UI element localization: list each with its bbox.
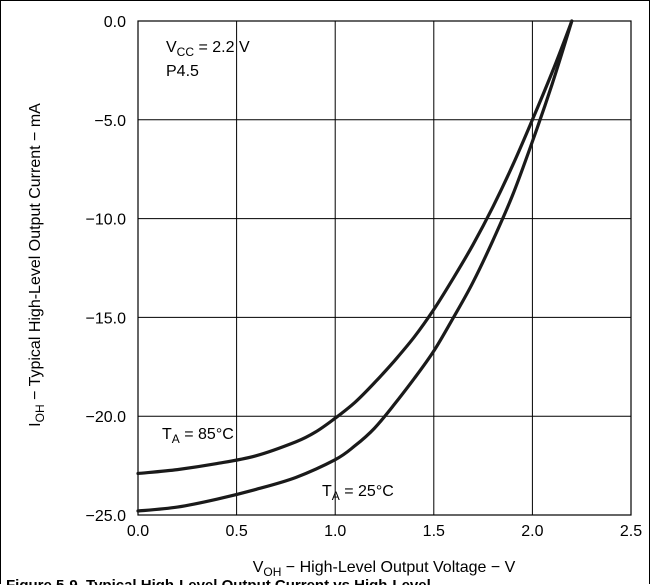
y-tick-label: −20.0 [86, 409, 127, 426]
x-tick-label: 0.5 [225, 523, 247, 540]
series-line-85c [136, 19, 574, 476]
series-label-25: TA = 25°C [322, 483, 394, 503]
series-line-25c [136, 19, 574, 513]
y-tick-label: −10.0 [86, 212, 127, 229]
condition-pin-label: P4.5 [166, 63, 199, 80]
x-tick-label: 0.0 [127, 523, 149, 540]
x-tick-label: 1.0 [324, 523, 346, 540]
y-axis-ticks: 0.0 −5.0 −10.0 −15.0 −20.0 −25.0 [86, 14, 127, 525]
x-axis-ticks: 0.0 0.5 1.0 1.5 2.0 2.5 [127, 523, 642, 540]
x-tick-label: 2.5 [620, 523, 642, 540]
figure-caption: Figure 5-9. Typical High-Level Output Cu… [6, 577, 431, 585]
y-axis-title: IOH − Typical High-Level Output Current … [27, 103, 47, 427]
series-label-85: TA = 85°C [162, 426, 234, 446]
y-tick-label: −15.0 [86, 310, 127, 327]
y-tick-label: −25.0 [86, 508, 127, 525]
y-tick-label: 0.0 [104, 14, 126, 31]
condition-vcc-label: VCC = 2.2 V [166, 39, 250, 59]
plot-area [137, 20, 632, 516]
x-axis-title: VOH − High-Level Output Voltage − V [253, 559, 516, 579]
chart-series [136, 19, 574, 513]
x-tick-label: 2.0 [521, 523, 543, 540]
y-tick-label: −5.0 [94, 113, 126, 130]
x-tick-label: 1.5 [423, 523, 445, 540]
